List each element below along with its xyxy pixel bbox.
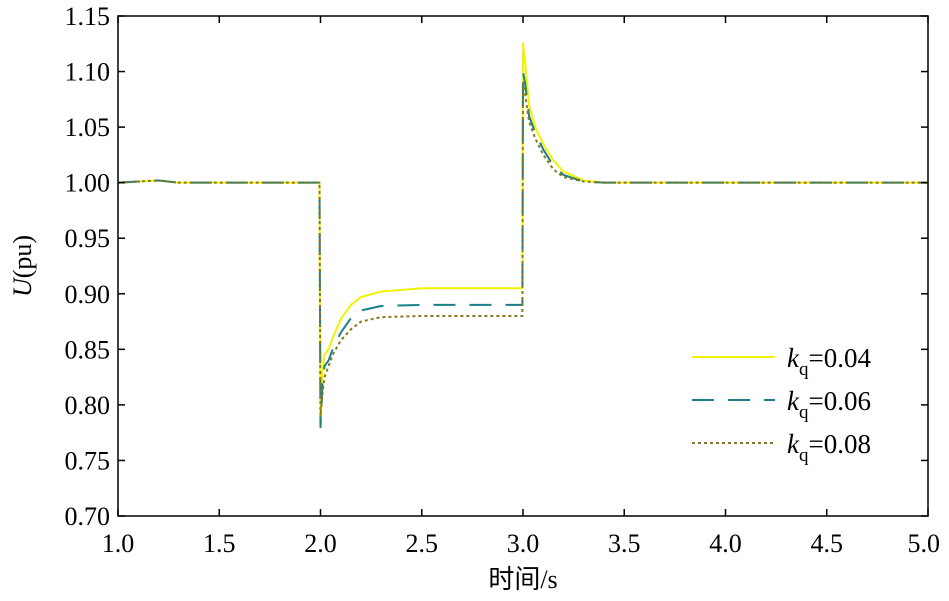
y-tick-label: 0.95 [65, 224, 111, 253]
x-tick-label: 3.0 [507, 529, 540, 558]
legend-label-2: kq=0.06 [787, 386, 871, 423]
series-line-3 [117, 81, 928, 417]
x-axis-title: 时间/s [488, 565, 557, 594]
x-tick-label: 1.0 [102, 529, 135, 558]
x-tick-label: 4.0 [709, 529, 742, 558]
legend-subscript: q [799, 359, 809, 380]
x-tick-label: 1.5 [203, 529, 236, 558]
x-tick-label: 2.0 [304, 529, 337, 558]
y-tick-label: 0.85 [65, 335, 111, 364]
y-axis-ticks: 0.70 0.75 0.80 0.85 0.90 0.95 1.00 1.05 1.10 1.15 [65, 2, 928, 531]
y-tick-label: 1.15 [65, 2, 111, 31]
legend-label-1: kq=0.04 [787, 343, 871, 380]
y-tick-label: 1.00 [65, 169, 111, 198]
y-tick-label: 0.70 [65, 502, 111, 531]
x-tick-label: 5.0 [908, 529, 941, 558]
y-axis-title-unit: (pu) [8, 235, 37, 278]
y-axis-title: U(pu) [8, 235, 37, 297]
series-line-2 [117, 70, 928, 429]
x-tick-label: 3.5 [608, 529, 641, 558]
legend-subscript: q [799, 402, 809, 423]
legend-symbol: k [787, 343, 800, 373]
y-tick-label: 0.75 [65, 446, 111, 475]
y-tick-label: 0.90 [65, 280, 111, 309]
legend-symbol: k [787, 386, 800, 416]
legend-label-3: kq=0.08 [787, 429, 871, 466]
y-axis-title-symbol: U [8, 276, 37, 297]
legend-value: =0.08 [808, 429, 870, 459]
legend-value: =0.06 [808, 386, 870, 416]
legend-symbol: k [787, 429, 800, 459]
x-tick-label: 2.5 [406, 529, 439, 558]
y-tick-label: 1.10 [65, 58, 111, 87]
x-axis-ticks: 1.0 1.5 2.0 2.5 3.0 3.5 4.0 4.5 5.0 [102, 16, 940, 558]
series-layer [117, 42, 928, 429]
y-tick-label: 0.80 [65, 391, 111, 420]
legend-subscript: q [799, 445, 809, 466]
y-tick-label: 1.05 [65, 113, 111, 142]
x-tick-label: 4.5 [811, 529, 844, 558]
legend-value: =0.04 [808, 343, 871, 373]
